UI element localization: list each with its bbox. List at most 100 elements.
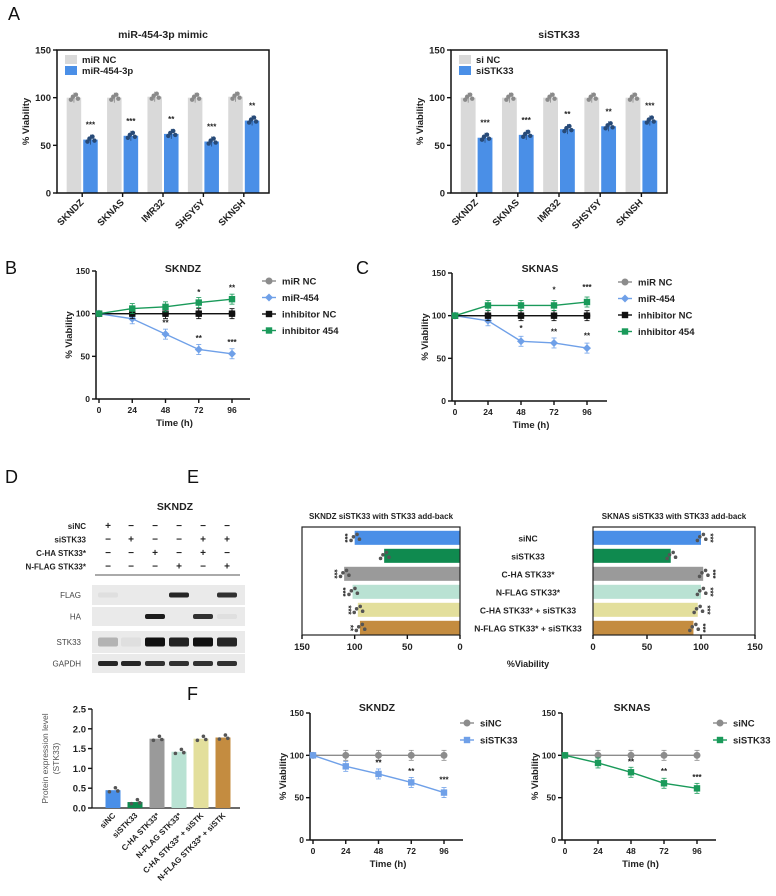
replicate-dot [700,571,704,575]
bar-0 [187,97,203,193]
bar-0 [543,97,558,193]
replicate-dot [486,136,492,141]
y-tick-label: 50 [547,793,557,803]
replicate-dot [605,123,610,128]
replicate-dot [356,625,361,629]
x-tick-label: 72 [549,407,559,417]
replicate-dot [151,93,156,98]
replicate-dot [349,538,353,543]
replicate-dot [387,555,391,559]
data-point [484,302,492,309]
condition-label: siNC [68,522,86,531]
legend-swatch [65,66,77,75]
y-axis-label: % Viability [415,97,426,145]
y-tick-label: 0 [440,189,445,200]
replicate-dot [690,625,695,629]
y-tick-label: 150 [432,268,446,278]
x-tick-label: SHSY5Y [173,197,208,232]
condition-sign: + [128,535,134,546]
replicate-dot [610,125,615,130]
y-axis-label: Protein expression level [40,713,50,803]
replicate-dot [695,538,700,543]
protein-band [98,637,118,647]
x-tick-label: 96 [227,405,237,415]
data-point [517,302,525,309]
replicate-dot [694,622,698,627]
data-point [408,779,415,786]
condition-sign: − [200,562,206,573]
significance-label: *** [340,533,349,543]
legend-swatch [459,55,471,64]
data-point [228,349,236,358]
y-tick-label: 50 [434,141,445,152]
data-point [594,751,602,759]
replicate-dot [646,117,652,122]
bar-1 [164,133,179,193]
bar-0 [625,97,641,193]
x-axis-label: Time (h) [513,420,550,431]
data-point [440,789,448,796]
replicate-dot [692,610,696,615]
replicate-dot [116,789,120,793]
replicate-dot [698,604,702,609]
y-axis-label: % Viability [21,97,32,145]
x-tick-label: 100 [347,642,363,653]
x-axis-label: Time (h) [370,859,407,870]
bar [193,738,209,808]
y-tick-label: 100 [542,750,556,760]
bar [215,737,231,808]
legend-label: miR-454 [638,294,676,305]
x-tick-label: 150 [294,642,310,653]
x-tick-label: 48 [161,405,171,415]
significance-label: *** [338,587,347,597]
condition-sign: − [152,535,158,546]
protein-band [98,661,118,666]
replicate-dot [226,736,230,741]
legend-marker [265,310,273,318]
x-tick-label: 48 [516,407,526,417]
replicate-dot [92,138,97,143]
data-point [693,785,701,792]
x-tick-label: 96 [439,846,449,856]
y-tick-label: 150 [290,708,304,718]
significance-label: *** [439,775,449,784]
replicate-dot [569,127,574,133]
data-point [228,310,236,317]
x-tick-label: SKNAS [491,197,522,228]
chart-title: SKNAS siSTK33 with STK33 add-back [602,512,747,521]
y-tick-label: 0 [299,835,304,845]
significance-label: ** [551,327,558,336]
x-tick-label: siNC [98,811,117,830]
bar [357,602,460,617]
replicate-dot [593,96,598,101]
replicate-dot [248,117,254,122]
replicate-dot [355,591,360,595]
bar [171,751,187,808]
condition-sign: − [176,535,182,546]
significance-label: *** [126,117,136,126]
panel-label-F: F [187,684,198,704]
condition-sign: − [128,521,134,532]
protein-band [193,637,213,647]
bar [105,790,121,808]
legend-label: miR-454 [282,293,320,304]
condition-sign: + [105,521,111,532]
condition-sign: + [152,548,158,559]
data-point [517,312,525,319]
replicate-dot [344,568,349,573]
protein-band [121,637,141,647]
chart-title: siSTK33 [538,29,580,41]
x-tick-label: 96 [582,407,592,417]
data-point [375,770,382,778]
bar [127,802,143,808]
data-point [561,752,569,759]
replicate-dot [634,96,640,101]
significance-label: *** [86,121,96,130]
x-axis-label: Time (h) [622,859,659,870]
protein-band [98,592,118,598]
x-tick-label: 100 [693,642,709,653]
significance-label: ** [345,625,354,632]
legend-marker [621,278,629,286]
x-tick-label: 48 [626,846,636,856]
replicate-dot [354,628,359,633]
